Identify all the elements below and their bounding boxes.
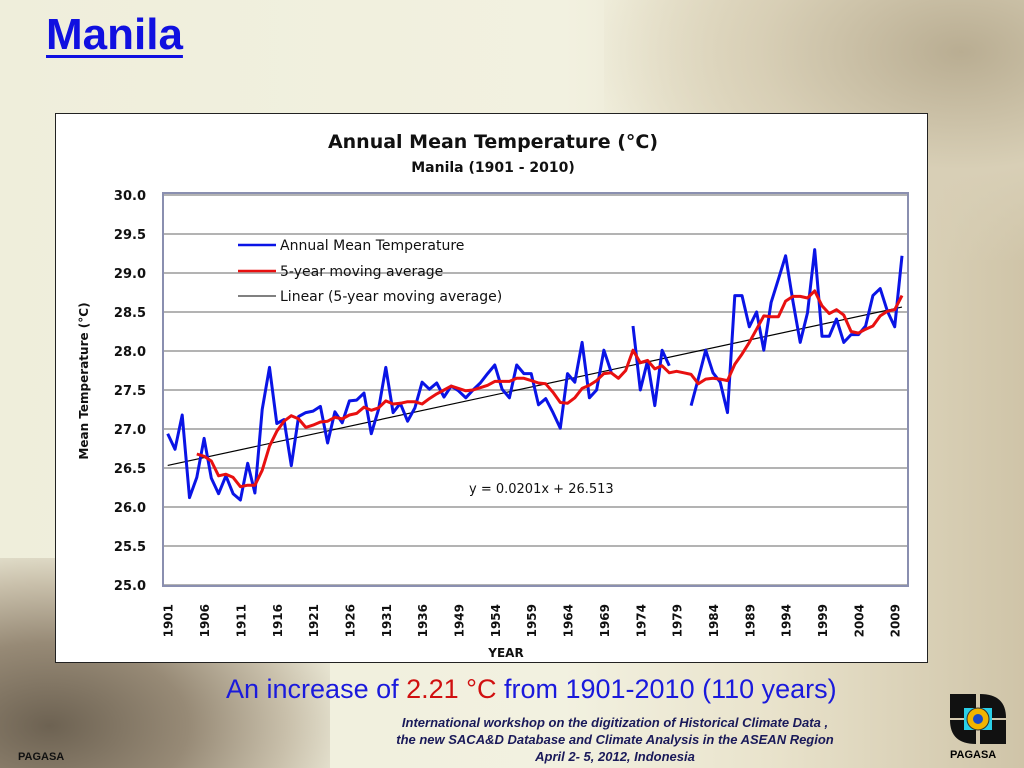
chart-frame: Annual Mean Temperature (°C) Manila (190… [55, 113, 928, 663]
annual-mean-line [166, 248, 904, 502]
y-tick-label: 26.0 [114, 501, 146, 516]
y-tick-label: 28.0 [114, 345, 146, 360]
y-tick-label: 26.5 [114, 462, 146, 477]
x-tick-label: 1999 [816, 604, 830, 637]
chart-title: Annual Mean Temperature (°C) [328, 131, 658, 153]
x-tick-label: 1994 [780, 604, 794, 637]
x-tick-label: 1949 [453, 604, 467, 637]
x-tick-label: 2004 [852, 604, 866, 637]
trend-equation: y = 0.0201x + 26.513 [469, 482, 614, 497]
legend: Annual Mean Temperature 5-year moving av… [238, 238, 502, 305]
increase-suffix: from 1901-2010 (110 years) [496, 674, 837, 704]
x-axis-label: YEAR [487, 646, 523, 660]
increase-prefix: An increase of [226, 674, 407, 704]
moving-average-line [196, 289, 904, 489]
pagasa-logo [950, 694, 1006, 744]
x-tick-label: 1989 [743, 604, 757, 637]
x-tick-label: 1979 [671, 604, 685, 637]
x-tick-label: 1926 [343, 604, 357, 637]
workshop-line: April 2- 5, 2012, Indonesia [535, 749, 695, 764]
x-tick-label: 1954 [489, 604, 503, 637]
x-tick-label: 1964 [562, 604, 576, 637]
x-tick-label: 1931 [380, 604, 394, 637]
x-tick-label: 1906 [198, 604, 212, 637]
x-tick-label: 1921 [307, 604, 321, 637]
x-tick-label: 1901 [162, 604, 176, 637]
workshop-line: International workshop on the digitizati… [401, 715, 829, 730]
y-tick-label: 30.0 [114, 189, 146, 204]
x-tick-label: 1911 [234, 604, 248, 637]
increase-value: 2.21 °C [406, 674, 497, 704]
x-tick-label: 1974 [634, 604, 648, 637]
x-tick-label: 1936 [416, 604, 430, 637]
x-tick-label: 2009 [889, 604, 903, 637]
x-tick-label: 1916 [271, 604, 285, 637]
legend-label-moving-average: 5-year moving average [280, 264, 443, 280]
x-tick-label: 1984 [707, 604, 721, 637]
legend-label-annual: Annual Mean Temperature [280, 238, 464, 254]
y-tick-label: 27.5 [114, 384, 146, 399]
watermark-text: PAGASA [18, 751, 65, 763]
y-tick-label: 25.5 [114, 540, 146, 555]
legend-label-linear: Linear (5-year moving average) [280, 289, 502, 305]
y-axis-label: Mean Temperature (°C) [77, 302, 91, 459]
increase-statement: An increase of 2.21 °C from 1901-2010 (1… [226, 674, 837, 705]
logo-caption: PAGASA [950, 749, 997, 761]
y-tick-label: 27.0 [114, 423, 146, 438]
y-tick-label: 29.0 [114, 267, 146, 282]
y-tick-label: 29.5 [114, 228, 146, 243]
workshop-line: the new SACA&D Database and Climate Anal… [396, 732, 834, 747]
y-tick-label: 28.5 [114, 306, 146, 321]
chart-subtitle: Manila (1901 - 2010) [411, 160, 575, 176]
workshop-caption: International workshop on the digitizati… [360, 714, 870, 765]
y-tick-label: 25.0 [114, 579, 146, 594]
temperature-chart: Annual Mean Temperature (°C) Manila (190… [77, 131, 909, 660]
plot-area [162, 192, 909, 587]
x-tick-label: 1959 [525, 604, 539, 637]
x-tick-label: 1969 [598, 604, 612, 637]
slide-title: Manila [46, 10, 183, 59]
